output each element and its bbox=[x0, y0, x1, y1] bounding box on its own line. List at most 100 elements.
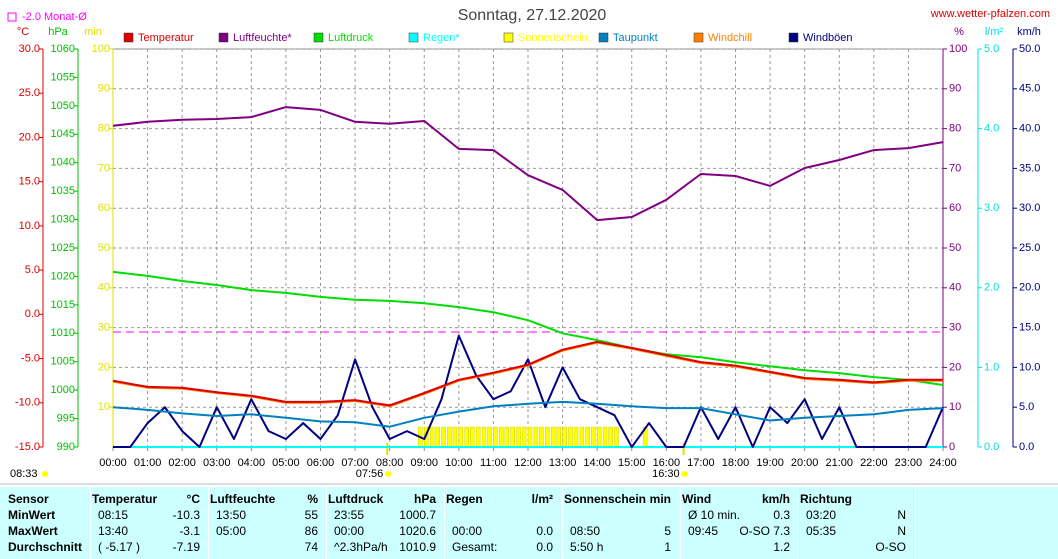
chart-title: Sonntag, 27.12.2020 bbox=[458, 7, 607, 24]
y-tick-label: 25.0 bbox=[19, 87, 40, 99]
y-tick-label: 1010 bbox=[51, 327, 75, 339]
legend-label: Windböen bbox=[803, 32, 853, 44]
y-tick-label: -5.0 bbox=[21, 352, 40, 364]
y-tick-label: 1015 bbox=[51, 299, 75, 311]
cell-value: 1000.7 bbox=[399, 508, 436, 522]
y-tick-label: 1055 bbox=[51, 71, 75, 83]
column-header: Temperatur bbox=[92, 492, 158, 506]
sun-event-icon bbox=[681, 471, 688, 477]
y-tick-label: 10.0 bbox=[1019, 361, 1040, 373]
cell-value: 0.0 bbox=[536, 540, 553, 554]
legend-swatch bbox=[313, 32, 324, 43]
x-tick-label: 06:00 bbox=[307, 457, 335, 469]
legend-label: Windchill bbox=[708, 32, 752, 44]
cell-value: -7.19 bbox=[172, 540, 200, 554]
sunshine-bar bbox=[493, 426, 498, 448]
column-header: Richtung bbox=[800, 492, 852, 506]
cell-value: N bbox=[897, 524, 906, 538]
cell-time: 13:50 bbox=[216, 508, 247, 522]
column-header: Wind bbox=[682, 492, 712, 506]
series-line bbox=[112, 270, 944, 386]
x-tick-label: 09:00 bbox=[410, 457, 438, 469]
y-tick-label: 1.0 bbox=[984, 361, 999, 373]
y-tick-label: 1045 bbox=[51, 128, 75, 140]
column-separator bbox=[90, 487, 91, 559]
series-line bbox=[113, 334, 944, 448]
x-tick-label: 16:00 bbox=[653, 457, 681, 469]
updated-time: 08:33 bbox=[10, 468, 38, 480]
sunshine-bar bbox=[596, 426, 602, 448]
cell-time: Ø 10 min. bbox=[688, 508, 741, 522]
column-unit: min bbox=[649, 492, 671, 506]
y-tick-label: 50.0 bbox=[1019, 43, 1040, 55]
y-tick-label: 1000 bbox=[51, 384, 75, 396]
axis-title: l/m² bbox=[985, 26, 1004, 38]
sunshine-bar bbox=[591, 426, 596, 448]
row-label: MinWert bbox=[8, 508, 56, 522]
sunshine-bar bbox=[481, 426, 487, 448]
cell-time: 08:50 bbox=[570, 524, 601, 538]
sunshine-bar bbox=[533, 426, 539, 448]
y-tick-label: 0.0 bbox=[25, 308, 40, 320]
y-tick-label: 5.0 bbox=[1019, 401, 1034, 413]
legend-swatch bbox=[788, 32, 799, 43]
column-unit: km/h bbox=[761, 492, 790, 506]
cell-time: 13:40 bbox=[98, 524, 129, 538]
axis-title: km/h bbox=[1017, 26, 1041, 38]
series-line bbox=[112, 106, 944, 222]
column-header: Sensor bbox=[8, 492, 49, 506]
y-tick-label: 45.0 bbox=[1019, 83, 1040, 95]
column-separator bbox=[562, 487, 563, 559]
cell-time: ( -5.17 ) bbox=[98, 540, 141, 554]
y-tick-label: 15.0 bbox=[19, 176, 40, 188]
sunshine-bar bbox=[447, 426, 452, 448]
legend-swatch bbox=[408, 32, 419, 43]
row-label: MaxWert bbox=[8, 524, 58, 538]
y-tick-label: 35.0 bbox=[1019, 162, 1040, 174]
sunshine-bar bbox=[499, 426, 504, 448]
sunshine-bar bbox=[579, 426, 585, 448]
source: www.wetter-pfalzen.com bbox=[930, 8, 1050, 20]
reference-label: -2.0 Monat-Ø bbox=[22, 11, 87, 23]
sunshine-bar bbox=[556, 426, 561, 448]
cell-time: 05:35 bbox=[806, 524, 837, 538]
sunshine-bar bbox=[545, 426, 550, 448]
y-tick-label: 0.0 bbox=[984, 441, 999, 453]
x-tick-label: 14:00 bbox=[583, 457, 611, 469]
x-tick-label: 20:00 bbox=[791, 457, 819, 469]
x-tick-label: 00:00 bbox=[99, 457, 127, 469]
sunshine-bar bbox=[487, 426, 492, 448]
y-tick-label: 60 bbox=[98, 202, 110, 214]
y-tick-label: 20.0 bbox=[19, 131, 40, 143]
cell-time: 5:50 h bbox=[570, 540, 604, 554]
y-tick-label: -10.0 bbox=[15, 397, 40, 409]
column-separator bbox=[326, 487, 327, 559]
legend-label: Luftdruck bbox=[328, 32, 374, 44]
cell-value: -10.3 bbox=[172, 508, 200, 522]
y-tick-label: 15.0 bbox=[1019, 322, 1040, 334]
sun-event-icon bbox=[385, 471, 392, 477]
y-tick-label: 40 bbox=[98, 282, 110, 294]
legend-label: Temperatur bbox=[138, 32, 194, 44]
cell-value: 0.0 bbox=[536, 524, 553, 538]
axis-title: hPa bbox=[48, 26, 68, 38]
cell-value: N bbox=[897, 508, 906, 522]
y-tick-label: 30 bbox=[98, 322, 110, 334]
cell-time: 05:00 bbox=[216, 524, 247, 538]
y-tick-label: 50 bbox=[98, 242, 110, 254]
x-tick-label: 23:00 bbox=[895, 457, 923, 469]
y-tick-label: 70 bbox=[98, 162, 110, 174]
x-tick-label: 22:00 bbox=[860, 457, 888, 469]
x-tick-label: 12:00 bbox=[514, 457, 542, 469]
y-tick-label: 1030 bbox=[51, 213, 75, 225]
cell-time: ^2.3hPa/h bbox=[334, 540, 388, 554]
y-tick-label: 20 bbox=[949, 361, 961, 373]
y-tick-label: 3.0 bbox=[984, 202, 999, 214]
y-tick-label: 80 bbox=[949, 123, 961, 135]
sun-icon bbox=[42, 471, 48, 477]
sunshine-bar bbox=[614, 426, 619, 448]
legend-swatch bbox=[693, 32, 704, 43]
sunshine-bar bbox=[527, 426, 533, 448]
y-tick-label: 2.0 bbox=[984, 282, 999, 294]
